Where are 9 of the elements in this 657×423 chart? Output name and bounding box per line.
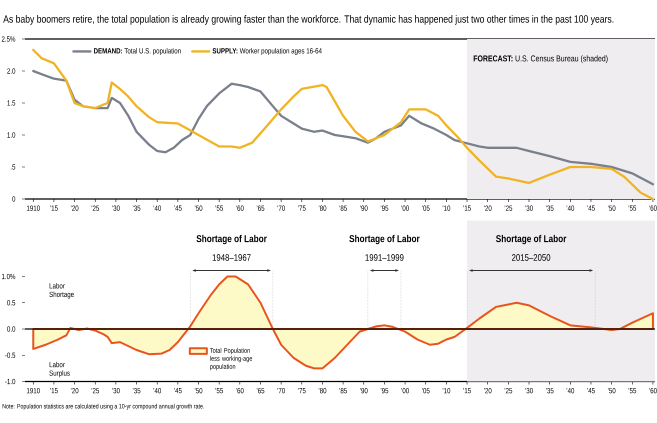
- chart-subtitle: As baby boomers retire, the total population is already growing faster than the workforce. That dynamic has happened just two other times in the past 100 years.: [3, 15, 614, 25]
- text: 1991–1999: [366, 254, 404, 261]
- text: 2015–2050: [512, 254, 550, 261]
- text: 1948–1967: [212, 254, 251, 261]
- band-label: FORECAST: U.S. Census Bureau (shaded): [474, 55, 608, 64]
- text: Shortage of Labor: [196, 234, 267, 244]
- text: Shortage of Labor: [496, 234, 566, 244]
- text: Shortage of Labor: [349, 234, 420, 244]
- line-series: [32, 70, 654, 186]
